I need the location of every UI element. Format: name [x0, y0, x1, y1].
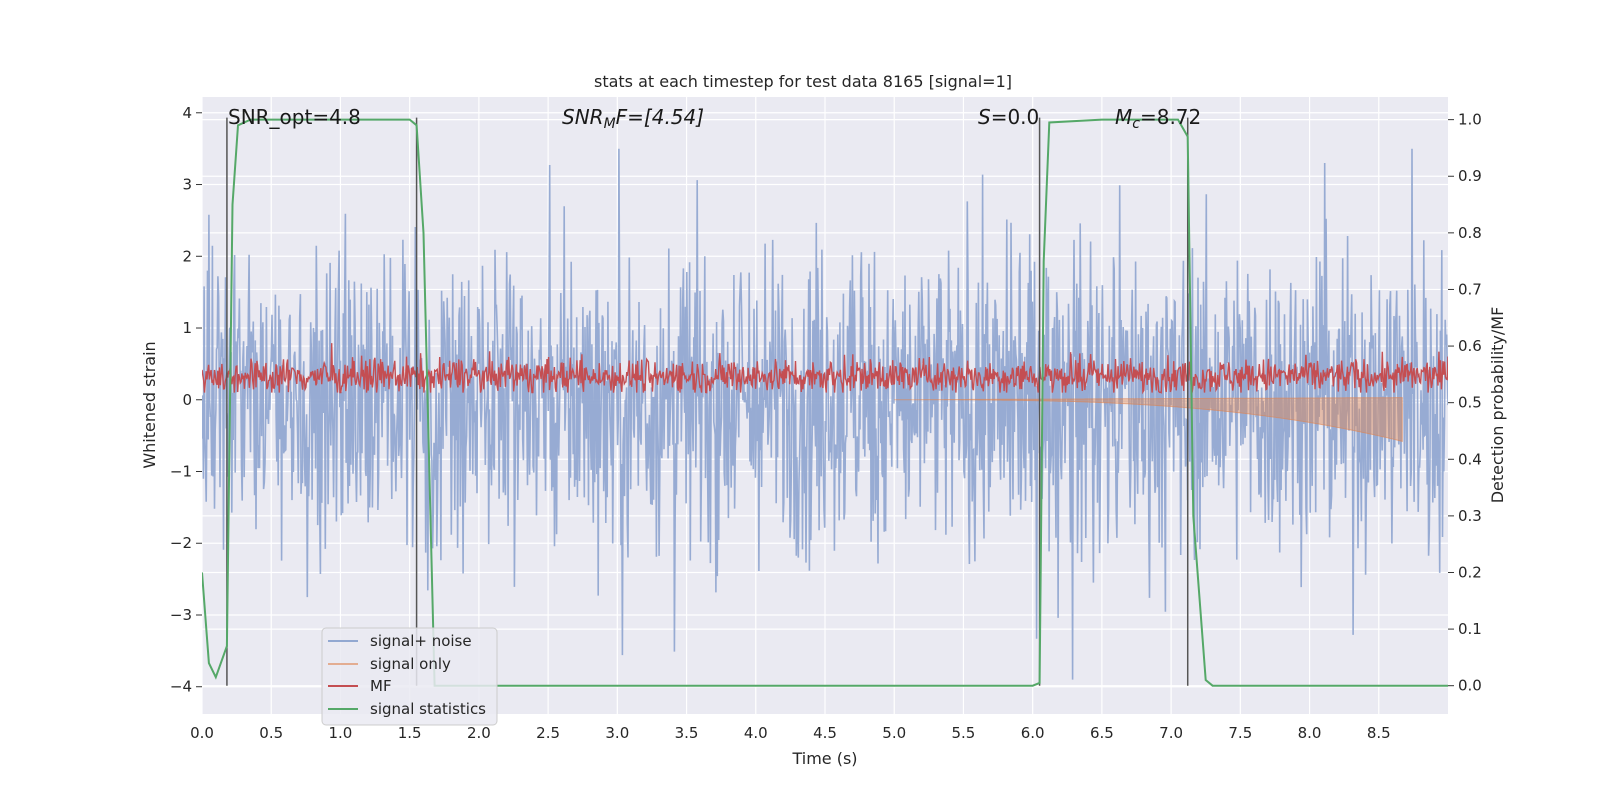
annotation-s: S=0.0 — [978, 105, 1039, 129]
x-tick-label: 4.5 — [813, 724, 837, 742]
y-tick-label-left: 4 — [182, 104, 192, 122]
y-tick-label-left: −4 — [170, 678, 192, 696]
y-tick-label-right: 0.4 — [1458, 450, 1482, 468]
x-tick-label: 5.5 — [952, 724, 976, 742]
x-tick-label: 5.0 — [882, 724, 906, 742]
y-tick-label-left: −1 — [170, 463, 192, 481]
y-tick-label-left: −3 — [170, 606, 192, 624]
y-tick-label-right: 0.2 — [1458, 563, 1482, 581]
y-tick-label-left: 1 — [182, 319, 192, 337]
x-tick-label: 8.5 — [1367, 724, 1391, 742]
y-axis-label-left: Whitened strain — [140, 341, 159, 468]
series-mf — [202, 343, 1448, 395]
chart-title: stats at each timestep for test data 816… — [594, 72, 1012, 91]
x-tick-label: 8.0 — [1298, 724, 1322, 742]
y-tick-label-right: 0.6 — [1458, 337, 1482, 355]
y-tick-label-right: 0.1 — [1458, 620, 1482, 638]
y-tick-label-left: 0 — [182, 391, 192, 409]
x-tick-label: 3.0 — [605, 724, 629, 742]
x-tick-label: 2.5 — [536, 724, 560, 742]
x-tick-label: 0.5 — [259, 724, 283, 742]
y-tick-label-left: 2 — [182, 247, 192, 265]
legend-label-signal-only: signal only — [370, 655, 451, 673]
x-tick-label: 3.5 — [675, 724, 699, 742]
y-tick-label-right: 0.5 — [1458, 394, 1482, 412]
y-tick-label-right: 1.0 — [1458, 111, 1482, 129]
x-tick-label: 6.5 — [1090, 724, 1114, 742]
y-tick-label-left: −2 — [170, 534, 192, 552]
y-axis-label-right: Detection probability/MF — [1488, 307, 1507, 504]
annotation-snr-opt: SNR_opt=4.8 — [228, 105, 361, 129]
x-tick-label: 0.0 — [190, 724, 214, 742]
y-tick-label-right: 0.0 — [1458, 677, 1482, 695]
x-tick-label: 7.0 — [1159, 724, 1183, 742]
x-tick-label: 1.5 — [398, 724, 422, 742]
y-tick-label-left: 3 — [182, 176, 192, 194]
legend-label-signal-noise: signal+ noise — [370, 632, 472, 650]
legend-label-signal-statistics: signal statistics — [370, 700, 486, 718]
series-signal-only — [894, 397, 1403, 443]
y-tick-label-right: 0.8 — [1458, 224, 1482, 242]
legend: signal+ noise signal only MF signal stat… — [321, 627, 498, 726]
x-tick-label: 7.5 — [1228, 724, 1252, 742]
x-axis-label: Time (s) — [791, 749, 857, 768]
x-tick-label: 4.0 — [744, 724, 768, 742]
annotation-mc: Mc=8.72 — [1115, 105, 1201, 132]
legend-label-mf: MF — [370, 677, 392, 695]
annotation-snr-mf: SNRMF=[4.54] — [562, 105, 704, 132]
y-tick-label-right: 0.3 — [1458, 507, 1482, 525]
series-signal-statistics — [202, 118, 1448, 687]
x-tick-label: 6.0 — [1021, 724, 1045, 742]
x-tick-label: 1.0 — [329, 724, 353, 742]
y-tick-label-right: 0.7 — [1458, 280, 1482, 298]
x-tick-label: 2.0 — [467, 724, 491, 742]
y-tick-label-right: 0.9 — [1458, 167, 1482, 185]
series-signal-noise — [202, 148, 1448, 680]
